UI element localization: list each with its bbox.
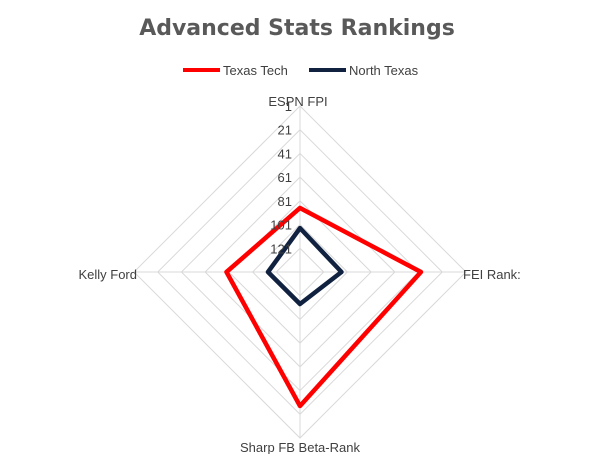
tick-label-21: 21: [278, 123, 292, 138]
axis-label-sharp-fb-beta-rank: Sharp FB Beta-Rank: [240, 440, 360, 454]
axis-label-kelly-ford: Kelly Ford: [78, 267, 137, 282]
radar-series: [224, 205, 424, 409]
legend-label-texas-tech: Texas Tech: [223, 63, 288, 78]
axis-label-espn-fpi: ESPN FPI: [268, 94, 327, 109]
legend-label-north-texas: North Texas: [349, 63, 419, 78]
series-texas-tech: [224, 205, 424, 409]
series-north-texas: [265, 225, 344, 307]
axis-label-fei-rank: FEI Rank:: [463, 267, 521, 282]
tick-label-1: 1: [285, 99, 292, 114]
chart-title: Advanced Stats Rankings: [139, 16, 455, 41]
tick-label-101: 101: [270, 218, 292, 233]
tick-label-41: 41: [278, 146, 292, 161]
tick-label-121: 121: [270, 241, 292, 256]
axis-labels: ESPN FPI FEI Rank: Sharp FB Beta-Rank Ke…: [78, 94, 520, 454]
tick-label-61: 61: [278, 170, 292, 185]
tick-label-81: 81: [278, 194, 292, 209]
legend: Texas Tech North Texas: [183, 63, 419, 78]
